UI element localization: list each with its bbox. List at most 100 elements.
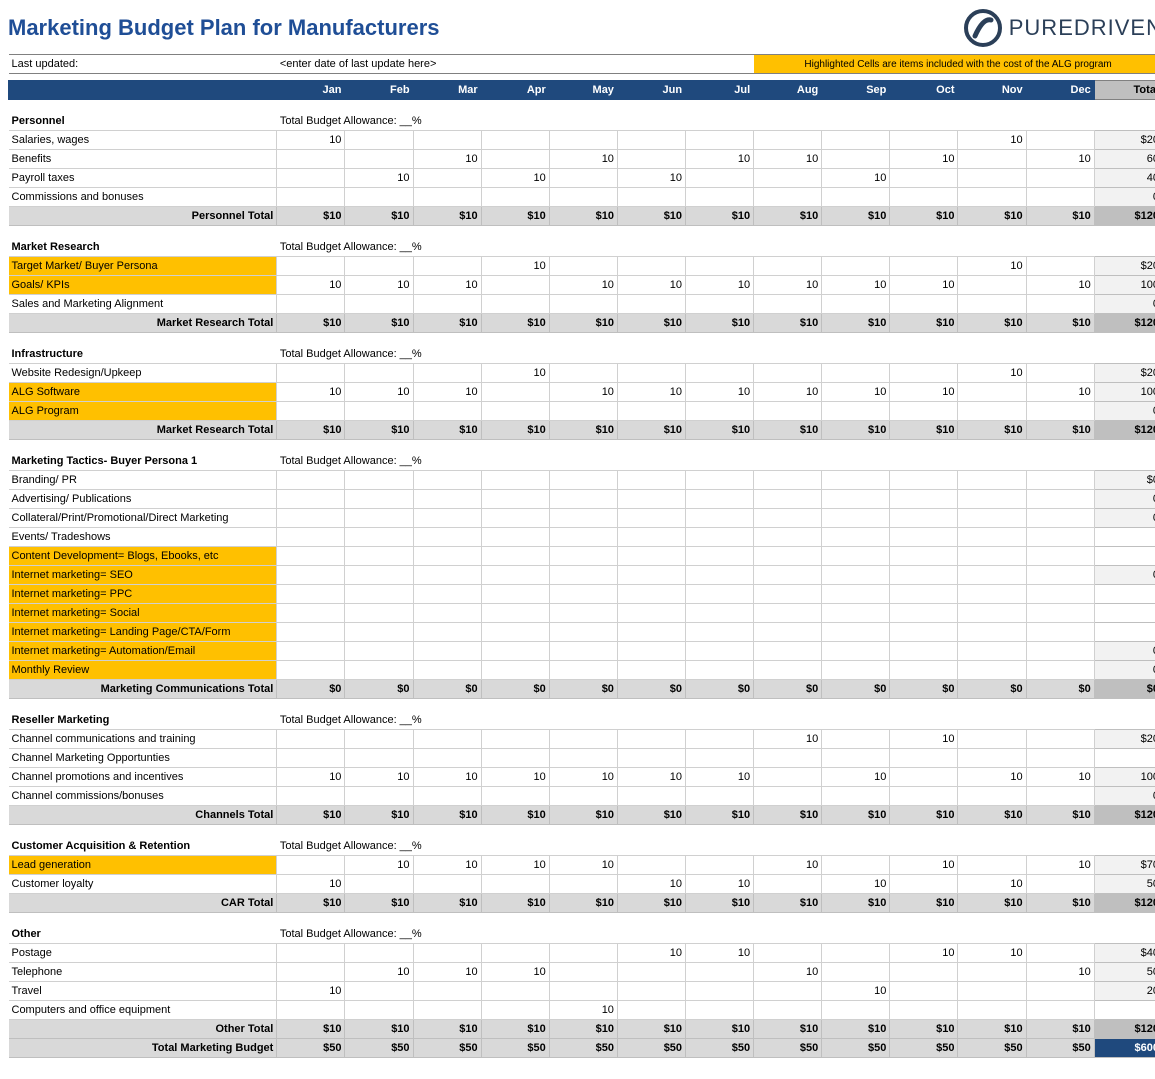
cell[interactable] xyxy=(1026,490,1094,509)
cell[interactable] xyxy=(617,528,685,547)
cell[interactable]: 10 xyxy=(413,768,481,787)
cell[interactable]: 10 xyxy=(345,963,413,982)
cell[interactable] xyxy=(754,944,822,963)
cell[interactable] xyxy=(754,364,822,383)
cell[interactable] xyxy=(549,642,617,661)
cell[interactable]: 10 xyxy=(890,276,958,295)
cell[interactable] xyxy=(958,188,1026,207)
cell[interactable] xyxy=(754,604,822,623)
cell[interactable] xyxy=(277,730,345,749)
cell[interactable] xyxy=(617,856,685,875)
cell[interactable] xyxy=(958,787,1026,806)
cell[interactable] xyxy=(958,982,1026,1001)
cell[interactable]: 10 xyxy=(549,768,617,787)
cell[interactable] xyxy=(686,131,754,150)
cell[interactable] xyxy=(549,402,617,421)
cell[interactable] xyxy=(958,856,1026,875)
cell[interactable]: 10 xyxy=(277,383,345,402)
cell[interactable] xyxy=(890,1001,958,1020)
cell[interactable] xyxy=(822,787,890,806)
cell[interactable] xyxy=(481,661,549,680)
cell[interactable]: 10 xyxy=(822,276,890,295)
cell[interactable] xyxy=(277,604,345,623)
cell[interactable] xyxy=(754,642,822,661)
cell[interactable] xyxy=(277,150,345,169)
cell[interactable] xyxy=(822,642,890,661)
cell[interactable]: 10 xyxy=(1026,856,1094,875)
cell[interactable] xyxy=(822,490,890,509)
cell[interactable] xyxy=(277,188,345,207)
cell[interactable]: 10 xyxy=(617,276,685,295)
cell[interactable] xyxy=(481,150,549,169)
cell[interactable] xyxy=(617,963,685,982)
cell[interactable] xyxy=(686,604,754,623)
cell[interactable] xyxy=(958,528,1026,547)
cell[interactable]: 10 xyxy=(1026,768,1094,787)
cell[interactable]: 10 xyxy=(277,875,345,894)
cell[interactable] xyxy=(822,749,890,768)
cell[interactable]: 10 xyxy=(277,131,345,150)
cell[interactable] xyxy=(754,169,822,188)
cell[interactable] xyxy=(754,402,822,421)
cell[interactable] xyxy=(754,131,822,150)
cell[interactable] xyxy=(1026,402,1094,421)
cell[interactable] xyxy=(413,547,481,566)
cell[interactable] xyxy=(413,661,481,680)
cell[interactable] xyxy=(822,528,890,547)
cell[interactable] xyxy=(617,661,685,680)
cell[interactable] xyxy=(1026,787,1094,806)
cell[interactable] xyxy=(890,528,958,547)
cell[interactable] xyxy=(277,661,345,680)
cell[interactable] xyxy=(481,528,549,547)
cell[interactable] xyxy=(822,547,890,566)
cell[interactable]: 10 xyxy=(958,257,1026,276)
cell[interactable] xyxy=(549,585,617,604)
cell[interactable] xyxy=(277,787,345,806)
cell[interactable] xyxy=(754,528,822,547)
cell[interactable] xyxy=(549,257,617,276)
cell[interactable] xyxy=(481,276,549,295)
cell[interactable]: 10 xyxy=(481,257,549,276)
cell[interactable] xyxy=(1026,1001,1094,1020)
cell[interactable] xyxy=(1026,566,1094,585)
cell[interactable]: 10 xyxy=(958,768,1026,787)
cell[interactable] xyxy=(686,566,754,585)
cell[interactable] xyxy=(345,585,413,604)
cell[interactable]: 10 xyxy=(1026,963,1094,982)
cell[interactable]: 10 xyxy=(754,276,822,295)
cell[interactable]: 10 xyxy=(822,768,890,787)
cell[interactable] xyxy=(481,585,549,604)
cell[interactable] xyxy=(1026,661,1094,680)
cell[interactable] xyxy=(958,963,1026,982)
cell[interactable] xyxy=(686,963,754,982)
cell[interactable] xyxy=(549,661,617,680)
cell[interactable]: 10 xyxy=(413,383,481,402)
cell[interactable] xyxy=(481,547,549,566)
cell[interactable]: 10 xyxy=(822,383,890,402)
cell[interactable]: 10 xyxy=(413,276,481,295)
cell[interactable]: 10 xyxy=(413,963,481,982)
cell[interactable] xyxy=(822,661,890,680)
cell[interactable] xyxy=(277,402,345,421)
cell[interactable]: 10 xyxy=(686,875,754,894)
cell[interactable] xyxy=(549,604,617,623)
cell[interactable] xyxy=(481,642,549,661)
cell[interactable] xyxy=(822,585,890,604)
cell[interactable] xyxy=(481,471,549,490)
cell[interactable] xyxy=(481,509,549,528)
cell[interactable] xyxy=(686,528,754,547)
cell[interactable] xyxy=(345,749,413,768)
cell[interactable] xyxy=(481,875,549,894)
cell[interactable] xyxy=(345,566,413,585)
cell[interactable]: 10 xyxy=(617,768,685,787)
last-updated-value[interactable]: <enter date of last update here> xyxy=(277,55,618,74)
cell[interactable] xyxy=(1026,730,1094,749)
cell[interactable] xyxy=(754,566,822,585)
cell[interactable] xyxy=(1026,749,1094,768)
cell[interactable] xyxy=(958,547,1026,566)
cell[interactable] xyxy=(822,566,890,585)
cell[interactable]: 10 xyxy=(345,856,413,875)
cell[interactable] xyxy=(1026,604,1094,623)
cell[interactable] xyxy=(1026,131,1094,150)
cell[interactable] xyxy=(277,856,345,875)
